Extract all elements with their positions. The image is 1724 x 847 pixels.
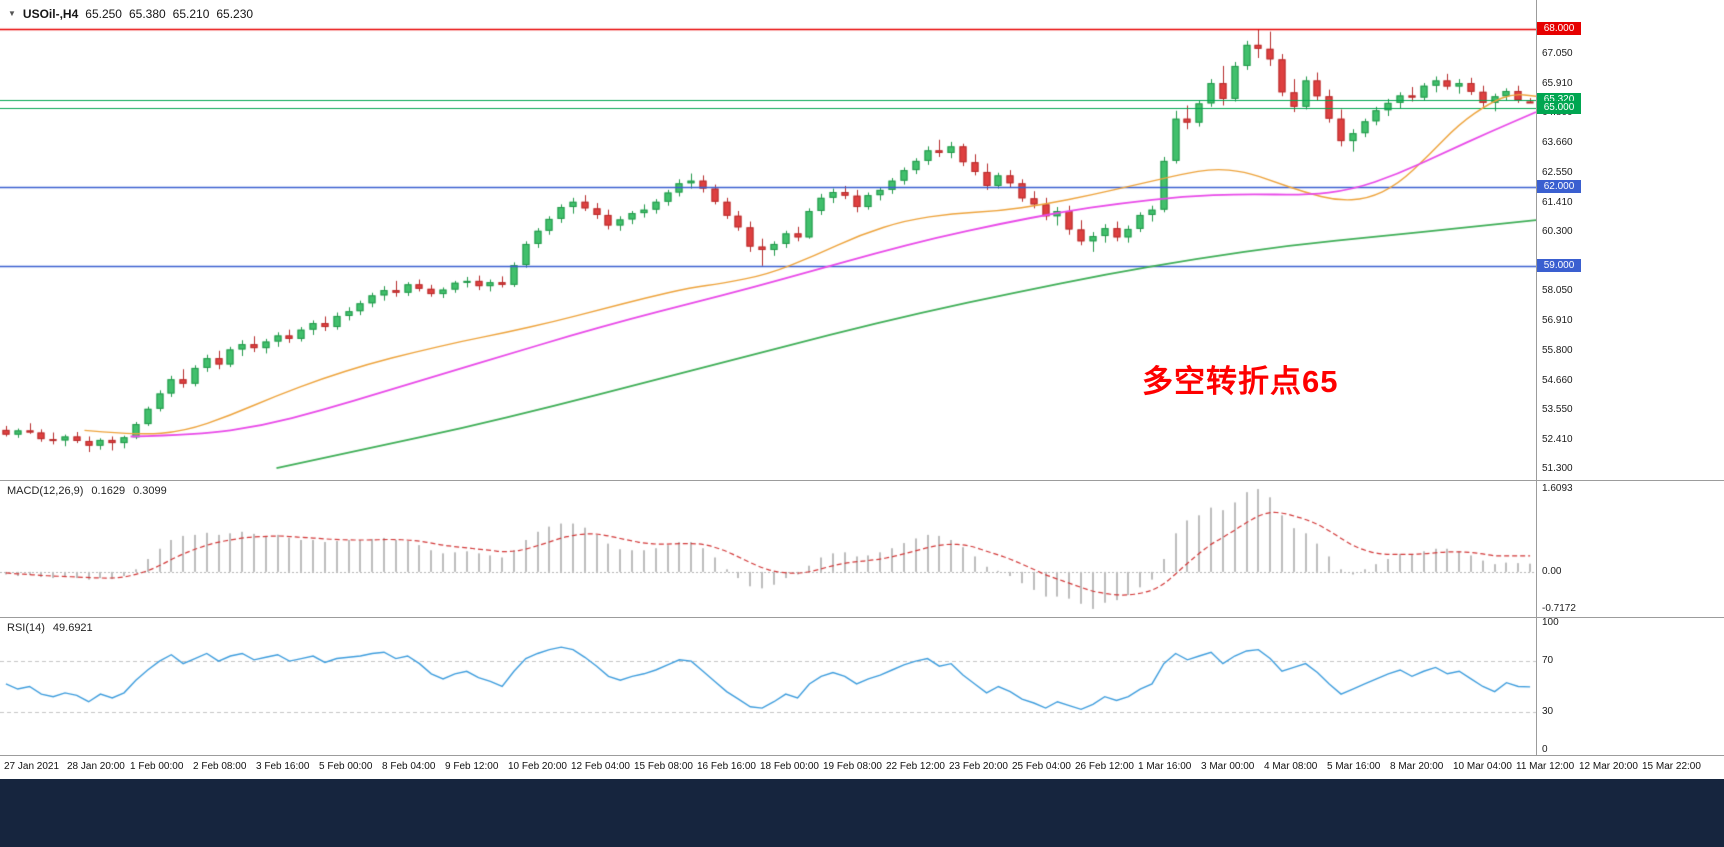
axis-tick-label: 67.050 [1542, 48, 1573, 60]
time-axis-label: 25 Feb 04:00 [1012, 761, 1071, 772]
rsi-canvas[interactable] [0, 618, 1536, 755]
symbol-period-label: USOil-,H4 [22, 7, 79, 21]
macd-main-value: 0.1629 [91, 485, 126, 497]
time-axis-label: 3 Feb 16:00 [256, 761, 310, 772]
axis-tick-label: 51.300 [1542, 463, 1573, 475]
rsi-value: 49.6921 [52, 622, 93, 634]
time-axis-label: 1 Mar 16:00 [1138, 761, 1192, 772]
time-axis-label: 18 Feb 00:00 [760, 761, 819, 772]
rsi-name: RSI(14) [7, 622, 45, 634]
time-scale[interactable]: 27 Jan 2021 28 Jan 20:00 1 Feb 00:00 2 Feb … [0, 756, 1724, 779]
symbol-dropdown-icon[interactable]: ▼ [8, 9, 16, 18]
time-axis-label: 28 Jan 20:00 [67, 761, 125, 772]
chart-header: ▼ USOil-,H4 65.250 65.380 65.210 65.230 [8, 7, 253, 21]
axis-tick-label: 30 [1542, 705, 1554, 717]
axis-tick-label: 60.300 [1542, 226, 1573, 238]
time-axis-label: 19 Feb 08:00 [823, 761, 882, 772]
time-axis-label: 16 Feb 16:00 [697, 761, 756, 772]
main-chart-panel: 67.05065.91064.80063.66062.55061.41060.3… [0, 0, 1724, 480]
price-line-badge: 62.000 [1537, 180, 1581, 194]
time-axis-label: 27 Jan 2021 [4, 761, 60, 772]
bottom-bar [0, 779, 1724, 847]
panel-separator[interactable] [0, 755, 1724, 756]
macd-canvas[interactable] [0, 481, 1536, 617]
time-axis-label: 23 Feb 20:00 [949, 761, 1008, 772]
time-axis-label: 10 Feb 20:00 [508, 761, 567, 772]
axis-tick-label: -0.7172 [1542, 602, 1576, 614]
axis-tick-label: 58.050 [1542, 285, 1573, 297]
axis-tick-label: 100 [1542, 617, 1559, 628]
time-axis-label: 5 Feb 00:00 [319, 761, 373, 772]
time-axis-label: 9 Feb 12:00 [445, 761, 499, 772]
time-axis-label: 12 Feb 04:00 [571, 761, 630, 772]
price-line-badge: 68.000 [1537, 22, 1581, 35]
time-axis-label: 5 Mar 16:00 [1327, 761, 1381, 772]
price-line-badge: 65.000 [1537, 101, 1581, 115]
time-axis-label: 26 Feb 12:00 [1075, 761, 1134, 772]
time-axis-label: 11 Mar 12:00 [1516, 761, 1575, 772]
macd-label: MACD(12,26,9) 0.1629 0.3099 [7, 485, 167, 497]
time-axis-label: 15 Mar 22:00 [1642, 761, 1701, 772]
close-value: 65.230 [216, 7, 254, 21]
macd-name: MACD(12,26,9) [7, 485, 84, 497]
time-axis-label: 8 Mar 20:00 [1390, 761, 1444, 772]
time-axis-label: 1 Feb 00:00 [130, 761, 184, 772]
time-axis-label: 15 Feb 08:00 [634, 761, 693, 772]
panel-separator[interactable] [0, 617, 1724, 618]
axis-tick-label: 54.660 [1542, 374, 1573, 386]
time-axis-label: 10 Mar 04:00 [1453, 761, 1512, 772]
price-chart-canvas[interactable] [0, 0, 1536, 480]
axis-tick-label: 55.800 [1542, 344, 1573, 356]
macd-panel: 1.6093 0.00 -0.7172 MACD(12,26,9) 0.1629 0… [0, 481, 1724, 617]
rsi-scale[interactable]: 100 70 30 0 [1536, 617, 1724, 755]
macd-signal-value: 0.3099 [133, 485, 167, 497]
time-axis-label: 12 Mar 20:00 [1579, 761, 1638, 772]
panel-separator[interactable] [0, 480, 1724, 481]
axis-tick-label: 0.00 [1542, 565, 1562, 577]
axis-tick-label: 52.410 [1542, 434, 1573, 446]
open-value: 65.250 [85, 7, 122, 21]
axis-tick-label: 53.550 [1542, 404, 1573, 416]
turning-point-annotation: 多空转折点65 [1142, 364, 1339, 399]
rsi-label: RSI(14) 49.6921 [7, 622, 93, 634]
price-line-badge: 59.000 [1537, 259, 1581, 273]
macd-scale[interactable]: 1.6093 0.00 -0.7172 [1536, 481, 1724, 617]
rsi-panel: 100 70 30 0 RSI(14) 49.6921 [0, 617, 1724, 755]
low-value: 65.210 [172, 7, 210, 21]
time-axis-label: 2 Feb 08:00 [193, 761, 247, 772]
time-axis-label: 3 Mar 00:00 [1201, 761, 1255, 772]
high-value: 65.380 [128, 7, 166, 21]
price-scale[interactable]: 67.05065.91064.80063.66062.55061.41060.3… [1536, 0, 1724, 480]
axis-tick-label: 63.660 [1542, 137, 1573, 149]
axis-tick-label: 61.410 [1542, 196, 1573, 208]
axis-tick-label: 65.910 [1542, 78, 1573, 90]
axis-tick-label: 1.6093 [1542, 483, 1573, 495]
time-axis-label: 4 Mar 08:00 [1264, 761, 1318, 772]
axis-tick-label: 56.910 [1542, 315, 1573, 327]
axis-tick-label: 62.550 [1542, 166, 1573, 178]
axis-tick-label: 70 [1542, 655, 1554, 667]
time-axis-label: 8 Feb 04:00 [382, 761, 436, 772]
axis-tick-label: 0 [1542, 744, 1548, 755]
time-axis-label: 22 Feb 12:00 [886, 761, 945, 772]
